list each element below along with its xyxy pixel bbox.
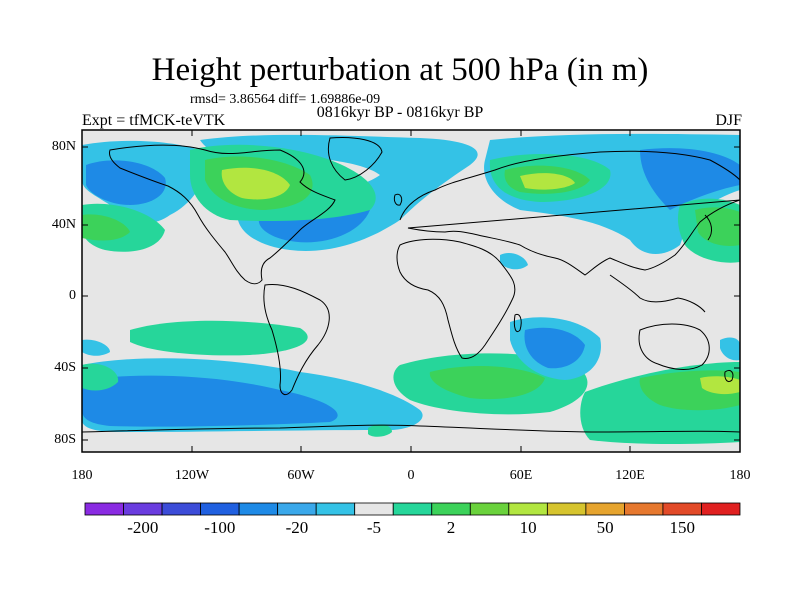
y-tick-label: 40S: [54, 360, 76, 375]
colorbar-swatch: [315, 502, 356, 516]
negative-anomaly-core: [640, 148, 740, 210]
negative-anomaly-core: [82, 375, 338, 427]
x-tick-label: 0: [407, 468, 415, 483]
positive-anomaly-south-pacific-2: [82, 363, 119, 391]
colorbar-swatch: [469, 502, 510, 516]
positive-anomaly-core: [82, 214, 130, 241]
rmsd-diff-stats: rmsd= 3.86564 diff= 1.69886e-09: [190, 92, 381, 107]
coast-greenland: [327, 137, 383, 181]
coast-south-america: [263, 283, 330, 396]
positive-anomaly-peak: [700, 376, 740, 395]
axis-ticks: [82, 130, 740, 452]
coast-uk: [393, 193, 403, 206]
positive-anomaly-antarctic-small: [368, 424, 392, 437]
colorbar-swatch: [624, 502, 664, 516]
coast-new-zealand: [724, 369, 734, 383]
colorbar-swatch: [431, 502, 471, 516]
positive-anomaly-peak: [221, 167, 290, 200]
coast-japan: [704, 214, 713, 241]
coast-africa: [396, 238, 516, 359]
colorbar-label: 50: [596, 518, 614, 537]
x-tick-label: 180: [729, 468, 751, 483]
positive-anomaly-peak: [520, 173, 575, 190]
map-title: Height perturbation at 500 hPa (in m): [151, 52, 649, 88]
x-tick-label: 60W: [287, 468, 315, 483]
negative-anomaly-core: [524, 327, 585, 369]
coastlines: [82, 137, 740, 433]
colorbar-label: -20: [285, 518, 309, 537]
x-tick-label: 60E: [509, 468, 533, 483]
colorbar-label: -100: [204, 518, 236, 537]
coast-antarctica: [82, 424, 740, 433]
colorbar-swatch: [238, 502, 279, 516]
colorbar-label: 2: [446, 518, 456, 537]
positive-anomaly-south-pacific: [130, 320, 308, 356]
y-tick-label: 0: [69, 288, 76, 303]
coast-australia: [638, 323, 710, 370]
coast-north-america: [109, 144, 336, 285]
colorbar-swatch: [662, 502, 702, 516]
colorbar-swatch: [508, 502, 548, 516]
negative-anomaly-south-east: [720, 337, 740, 361]
coast-southeast-asia: [609, 274, 706, 313]
y-tick-label: 80N: [51, 139, 76, 154]
colorbar-swatch: [392, 502, 433, 516]
colorbar-label: -5: [366, 518, 382, 537]
colorbar-label: 150: [669, 518, 695, 537]
x-tick-label: 120E: [615, 468, 645, 483]
colorbar-swatch: [277, 502, 317, 516]
positive-anomaly-core: [429, 366, 545, 400]
colorbar: [84, 502, 741, 516]
season-label: DJF: [715, 112, 742, 129]
negative-anomaly-arabia: [500, 253, 528, 270]
period-label: 0816kyr BP - 0816kyr BP: [316, 104, 484, 121]
coast-madagascar: [513, 313, 522, 333]
y-tick-label: 80S: [54, 432, 76, 447]
colorbar-swatch: [701, 502, 741, 516]
colorbar-swatch: [585, 502, 625, 516]
colorbar-label: -200: [127, 518, 159, 537]
x-tick-label: 180: [71, 468, 93, 483]
colorbar-swatch: [161, 502, 201, 516]
colorbar-swatch: [354, 502, 394, 516]
negative-anomaly-core: [86, 160, 166, 205]
colorbar-label: 10: [519, 518, 537, 537]
coast-europe-asia: [399, 150, 740, 276]
x-tick-label: 120W: [174, 468, 210, 483]
negative-anomaly-south-pacific: [82, 339, 110, 356]
colorbar-swatch: [546, 502, 587, 516]
colorbar-swatch: [84, 502, 124, 516]
experiment-label: Expt = tfMCK-teVTK: [82, 112, 226, 129]
colorbar-swatch: [123, 502, 163, 516]
y-tick-label: 40N: [51, 217, 76, 232]
colorbar-swatch: [200, 502, 240, 516]
contour-field: [82, 130, 740, 452]
